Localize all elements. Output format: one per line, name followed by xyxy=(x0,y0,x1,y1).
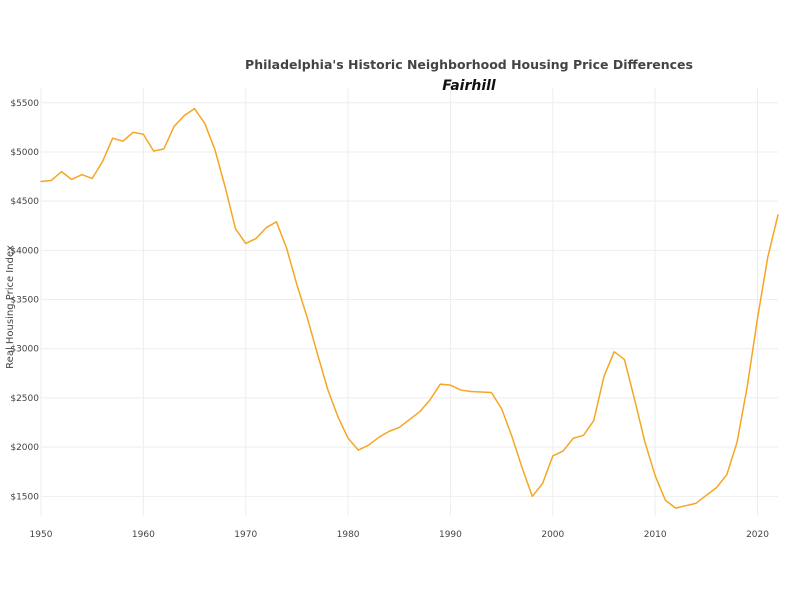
y-tick-label: $3000 xyxy=(10,345,39,355)
y-tick-label: $2500 xyxy=(10,394,39,404)
series-line xyxy=(40,107,779,509)
series-layer xyxy=(40,107,779,509)
y-tick-label: $4000 xyxy=(10,246,39,256)
x-tick-label: 2000 xyxy=(541,530,564,540)
y-tick-label: $5500 xyxy=(10,99,39,109)
x-tick-label: 1990 xyxy=(439,530,462,540)
x-tick-label: 2020 xyxy=(746,530,769,540)
x-tick-label: 1950 xyxy=(30,530,53,540)
x-tick-label: 1980 xyxy=(337,530,360,540)
y-tick-labels: $1500 $2000 $2500 $3000 $3500 $4000 $4500 $5000… xyxy=(10,99,39,503)
y-axis-label: Real Housing Price Index xyxy=(5,245,16,369)
y-tick-label: $2000 xyxy=(10,443,39,453)
x-tick-label: 2010 xyxy=(644,530,667,540)
grid-lines xyxy=(40,88,778,516)
chart-title: Philadelphia's Historic Neighborhood Hou… xyxy=(245,57,693,72)
x-tick-label: 1960 xyxy=(132,530,155,540)
y-tick-label: $5000 xyxy=(10,148,39,158)
y-tick-label: $1500 xyxy=(10,492,39,502)
x-tick-label: 1970 xyxy=(234,530,257,540)
x-tick-labels: 1950 1960 1970 1980 1990 2000 2010 2020 xyxy=(30,530,770,540)
chart-subtitle: Fairhill xyxy=(442,78,496,94)
y-tick-label: $4500 xyxy=(10,197,39,207)
y-tick-label: $3500 xyxy=(10,296,39,306)
